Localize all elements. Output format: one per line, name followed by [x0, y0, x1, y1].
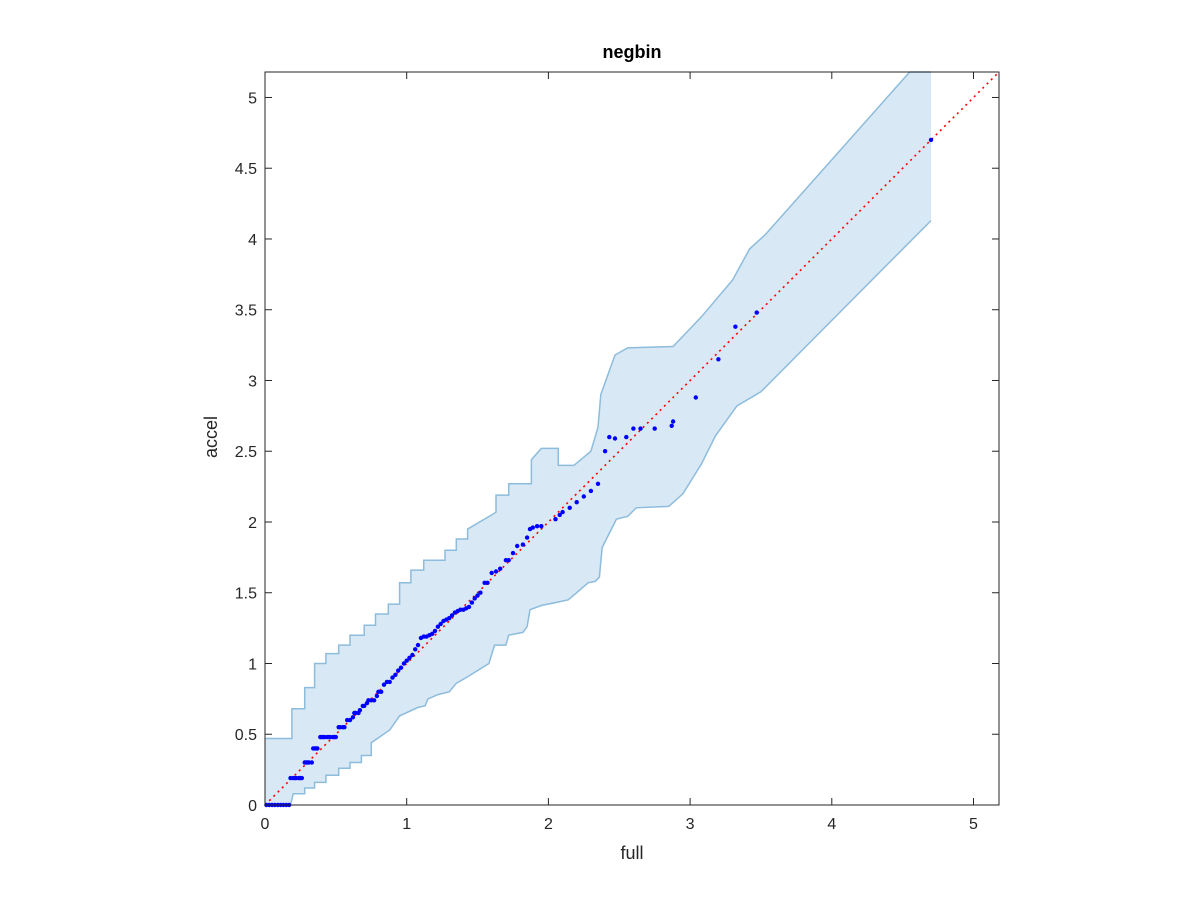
data-point: [432, 628, 438, 634]
data-point: [387, 679, 392, 685]
data-point: [309, 760, 314, 765]
data-point: [567, 505, 572, 510]
data-point: [350, 715, 356, 720]
x-tick-label: 0: [261, 816, 270, 833]
data-point: [530, 525, 535, 530]
data-point: [393, 672, 398, 677]
data-point: [670, 419, 676, 424]
data-point: [404, 658, 409, 663]
y-tick-label: 3: [248, 373, 257, 390]
data-point: [472, 596, 477, 601]
data-point: [557, 512, 562, 518]
data-point: [493, 569, 499, 574]
data-point: [515, 543, 520, 549]
data-point: [693, 395, 698, 400]
data-point: [602, 449, 608, 454]
data-point: [510, 550, 516, 556]
axes-frame: [264, 71, 1000, 806]
data-point: [299, 775, 304, 781]
data-point: [624, 434, 629, 440]
data-point: [638, 426, 643, 431]
chart-title: negbin: [603, 42, 662, 62]
data-point: [379, 689, 384, 694]
data-point: [357, 708, 363, 713]
data-point: [595, 481, 601, 486]
x-tick-label: 2: [544, 816, 553, 833]
y-tick-label: 0: [248, 798, 257, 815]
data-point: [928, 137, 934, 143]
data-point: [396, 668, 401, 673]
data-point: [362, 703, 367, 709]
y-tick-label: 2: [248, 515, 257, 532]
y-tick-label: 4.5: [235, 161, 257, 178]
y-tick-label: 3.5: [235, 303, 257, 320]
band-upper-edge: [265, 71, 931, 740]
x-tick-label: 5: [969, 816, 978, 833]
data-point: [716, 357, 721, 362]
data-point: [560, 509, 565, 515]
data-point: [447, 616, 452, 621]
y-tick-label: 2.5: [235, 444, 257, 461]
data-point: [607, 434, 612, 440]
data-point: [401, 661, 407, 666]
data-point: [413, 647, 418, 652]
data-point: [612, 436, 618, 441]
data-point: [520, 542, 526, 547]
data-point: [574, 500, 579, 505]
y-tick-label: 1: [248, 656, 257, 673]
data-point: [733, 324, 738, 329]
confidence-band: [265, 72, 931, 805]
axes: 0 1 2 3 4 5 0 0.5 1 1.5 2 2.5 3 3.5 4 4.5 5: [235, 71, 1000, 833]
data-point: [588, 488, 594, 494]
data-point: [539, 524, 544, 529]
data-point: [333, 734, 338, 740]
reference-line: [264, 71, 1000, 806]
data-point: [438, 621, 443, 627]
data-point: [669, 423, 674, 428]
data-point: [374, 693, 380, 699]
data-point: [581, 494, 586, 499]
data-point: [449, 613, 455, 618]
data-point: [435, 624, 441, 629]
data-point: [407, 655, 412, 660]
data-point: [342, 725, 347, 730]
x-tick-label: 4: [827, 816, 836, 833]
data-point: [754, 310, 759, 315]
data-point: [371, 698, 377, 703]
data-point: [430, 631, 435, 636]
data-point: [506, 558, 511, 563]
data-point: [347, 717, 353, 723]
data-point: [475, 593, 480, 598]
x-tick-label: 1: [402, 816, 411, 833]
data-point: [524, 535, 530, 540]
plot-area: [264, 71, 1000, 808]
x-tick-label: 3: [686, 816, 695, 833]
data-point: [478, 590, 483, 595]
band-lower-edge: [265, 220, 932, 806]
y-tick-label: 5: [248, 90, 257, 107]
data-point: [466, 604, 472, 610]
data-point: [315, 746, 320, 751]
y-tick-label: 0.5: [235, 727, 257, 744]
data-point: [398, 665, 404, 670]
data-point: [553, 517, 558, 522]
y-tick-label: 4: [248, 232, 257, 249]
data-point: [652, 426, 657, 431]
data-point: [631, 426, 636, 431]
y-axis-label: accel: [201, 416, 221, 458]
data-point: [485, 580, 490, 585]
data-point: [415, 642, 421, 648]
x-axis-label: full: [620, 843, 643, 863]
data-point: [410, 652, 415, 658]
data-point: [489, 570, 494, 576]
data-point: [381, 682, 387, 687]
data-point: [390, 675, 395, 680]
data-point: [498, 566, 503, 571]
data-point: [469, 600, 475, 605]
y-tick-label: 1.5: [235, 586, 257, 603]
data-point: [534, 524, 540, 529]
